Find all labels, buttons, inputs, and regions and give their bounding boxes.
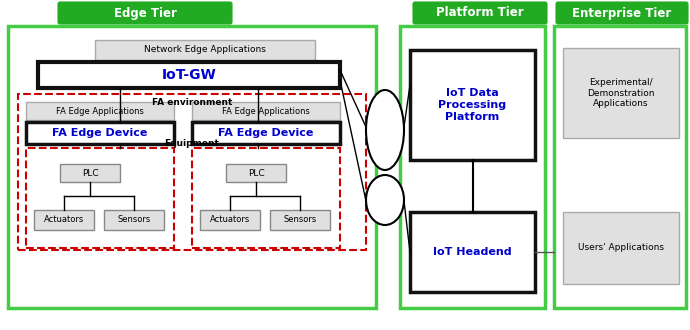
Bar [26, 122, 174, 144]
Text: PLC: PLC [81, 169, 98, 178]
FancyBboxPatch shape [59, 3, 232, 23]
Text: Actuators: Actuators [44, 215, 84, 224]
Text: Network Edge Applications: Network Edge Applications [144, 46, 266, 54]
Text: Sensors: Sensors [117, 215, 150, 224]
Text: Platform Tier: Platform Tier [436, 7, 524, 19]
Bar [410, 50, 535, 160]
Bar [192, 122, 340, 144]
Bar [200, 210, 260, 230]
Text: Users' Applications: Users' Applications [578, 244, 664, 252]
FancyBboxPatch shape [557, 3, 687, 23]
Bar [192, 102, 340, 120]
Text: FA Edge Applications: FA Edge Applications [56, 107, 144, 116]
Bar [104, 210, 164, 230]
Text: FA Edge Applications: FA Edge Applications [222, 107, 310, 116]
Bar [410, 212, 535, 292]
Ellipse shape [366, 175, 404, 225]
Text: Enterprise Tier: Enterprise Tier [573, 7, 671, 19]
Ellipse shape [366, 90, 404, 170]
Bar [34, 210, 94, 230]
Bar [400, 26, 545, 308]
Bar [60, 164, 120, 182]
Bar [192, 148, 340, 248]
Bar [563, 212, 679, 284]
Text: FA environment: FA environment [152, 98, 233, 107]
Bar [270, 210, 330, 230]
Text: FA Edge Device: FA Edge Device [52, 128, 148, 138]
Text: Equipment: Equipment [164, 139, 219, 148]
Bar [226, 164, 286, 182]
Bar [554, 26, 686, 308]
Text: PLC: PLC [248, 169, 264, 178]
Text: Experimental/
Demonstration
Applications: Experimental/ Demonstration Applications [587, 78, 655, 108]
FancyBboxPatch shape [413, 3, 546, 23]
Text: Sensors: Sensors [284, 215, 317, 224]
Text: IoT Headend: IoT Headend [433, 247, 512, 257]
Text: Actuators: Actuators [210, 215, 250, 224]
Bar [38, 62, 340, 88]
Text: IoT Data
Processing
Platform: IoT Data Processing Platform [438, 88, 506, 121]
Bar [26, 102, 174, 120]
Text: Edge Tier: Edge Tier [114, 7, 177, 19]
Bar [95, 40, 315, 60]
Bar [18, 94, 366, 250]
Bar [563, 48, 679, 138]
Text: FA Edge Device: FA Edge Device [218, 128, 314, 138]
Bar [8, 26, 376, 308]
Text: IoT-GW: IoT-GW [161, 68, 217, 82]
Bar [26, 148, 174, 248]
